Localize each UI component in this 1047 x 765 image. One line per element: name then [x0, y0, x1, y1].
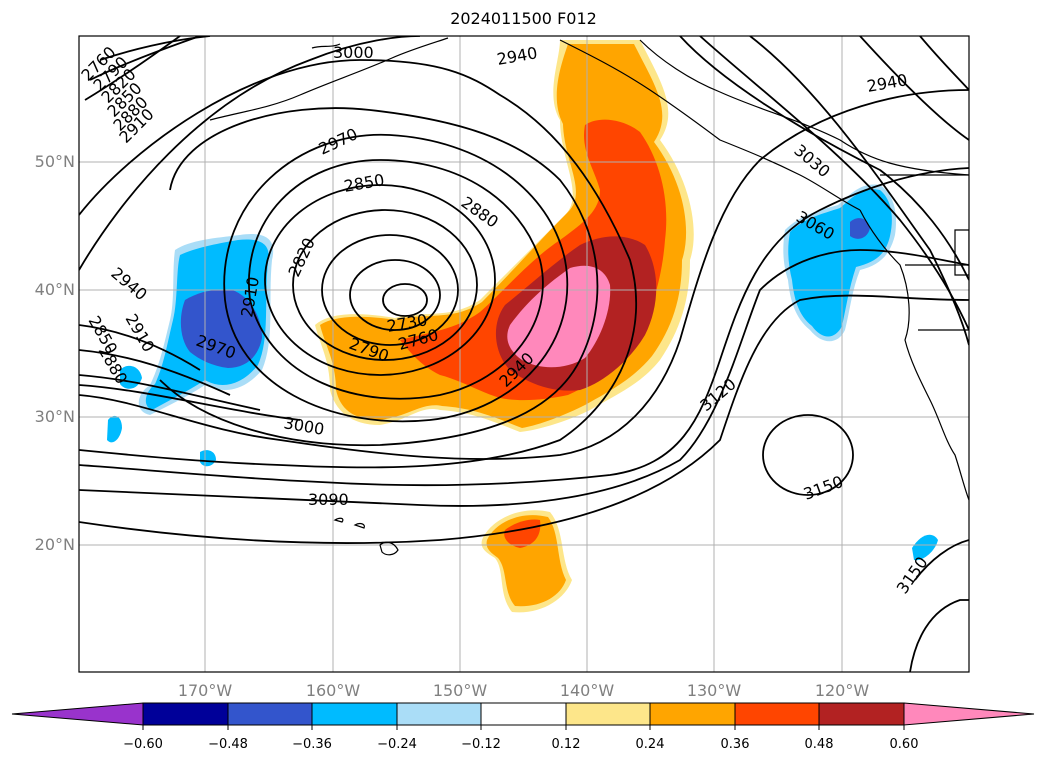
lat-label-20n: 20°N [34, 535, 75, 554]
lat-label-40n: 40°N [34, 280, 75, 299]
colorbar-segment [396, 702, 482, 726]
figure-title: 2024011500 F012 [450, 9, 597, 28]
colorbar-tick-label: 0.48 [804, 737, 834, 752]
cool-spot-b [107, 415, 122, 443]
colorbar-tick-label: 0.24 [635, 737, 665, 752]
colorbar [11, 702, 1035, 726]
colorbar-tick-label: 0.60 [889, 737, 919, 752]
colorbar-tick-label: −0.60 [123, 737, 163, 752]
colorbar-segment [311, 702, 398, 726]
lon-label-130w: 130°W [686, 681, 742, 700]
height-contours [79, 36, 969, 672]
colorbar-segment [227, 702, 313, 726]
anomaly-shading [107, 40, 938, 613]
colorbar-segment [142, 702, 229, 726]
contour-label: 3090 [308, 490, 349, 509]
colorbar-segment [649, 702, 736, 726]
colorbar-tick-label: 0.36 [720, 737, 750, 752]
colorbar-tick-label: −0.48 [208, 737, 248, 752]
lon-label-160w: 160°W [305, 681, 361, 700]
colorbar-extend-high [903, 702, 1035, 726]
colorbar-tick-label: −0.24 [377, 737, 417, 752]
colorbar-extend-low [11, 702, 144, 726]
map-frame [78, 35, 970, 673]
lon-label-170w: 170°W [177, 681, 233, 700]
warm-blob-south-red [504, 519, 541, 548]
cool-region-east-blue [850, 218, 870, 239]
lon-label-120w: 120°W [814, 681, 870, 700]
lon-label-150w: 150°W [432, 681, 488, 700]
colorbar-segment [565, 702, 651, 726]
lat-label-50n: 50°N [34, 152, 75, 171]
colorbar-ticks [142, 725, 905, 730]
colorbar-segment [480, 702, 567, 726]
contour-label: 3000 [333, 43, 374, 62]
coastlines [209, 37, 969, 556]
colorbar-tick-label: 0.12 [551, 737, 581, 752]
colorbar-tick-label: −0.36 [292, 737, 332, 752]
warm-region-pink [507, 265, 611, 368]
colorbar-tick-label: −0.12 [461, 737, 501, 752]
colorbar-segment [734, 702, 820, 726]
cool-spot-d [912, 534, 938, 561]
lon-label-140w: 140°W [559, 681, 615, 700]
lat-label-30n: 30°N [34, 407, 75, 426]
colorbar-segment [818, 702, 905, 726]
